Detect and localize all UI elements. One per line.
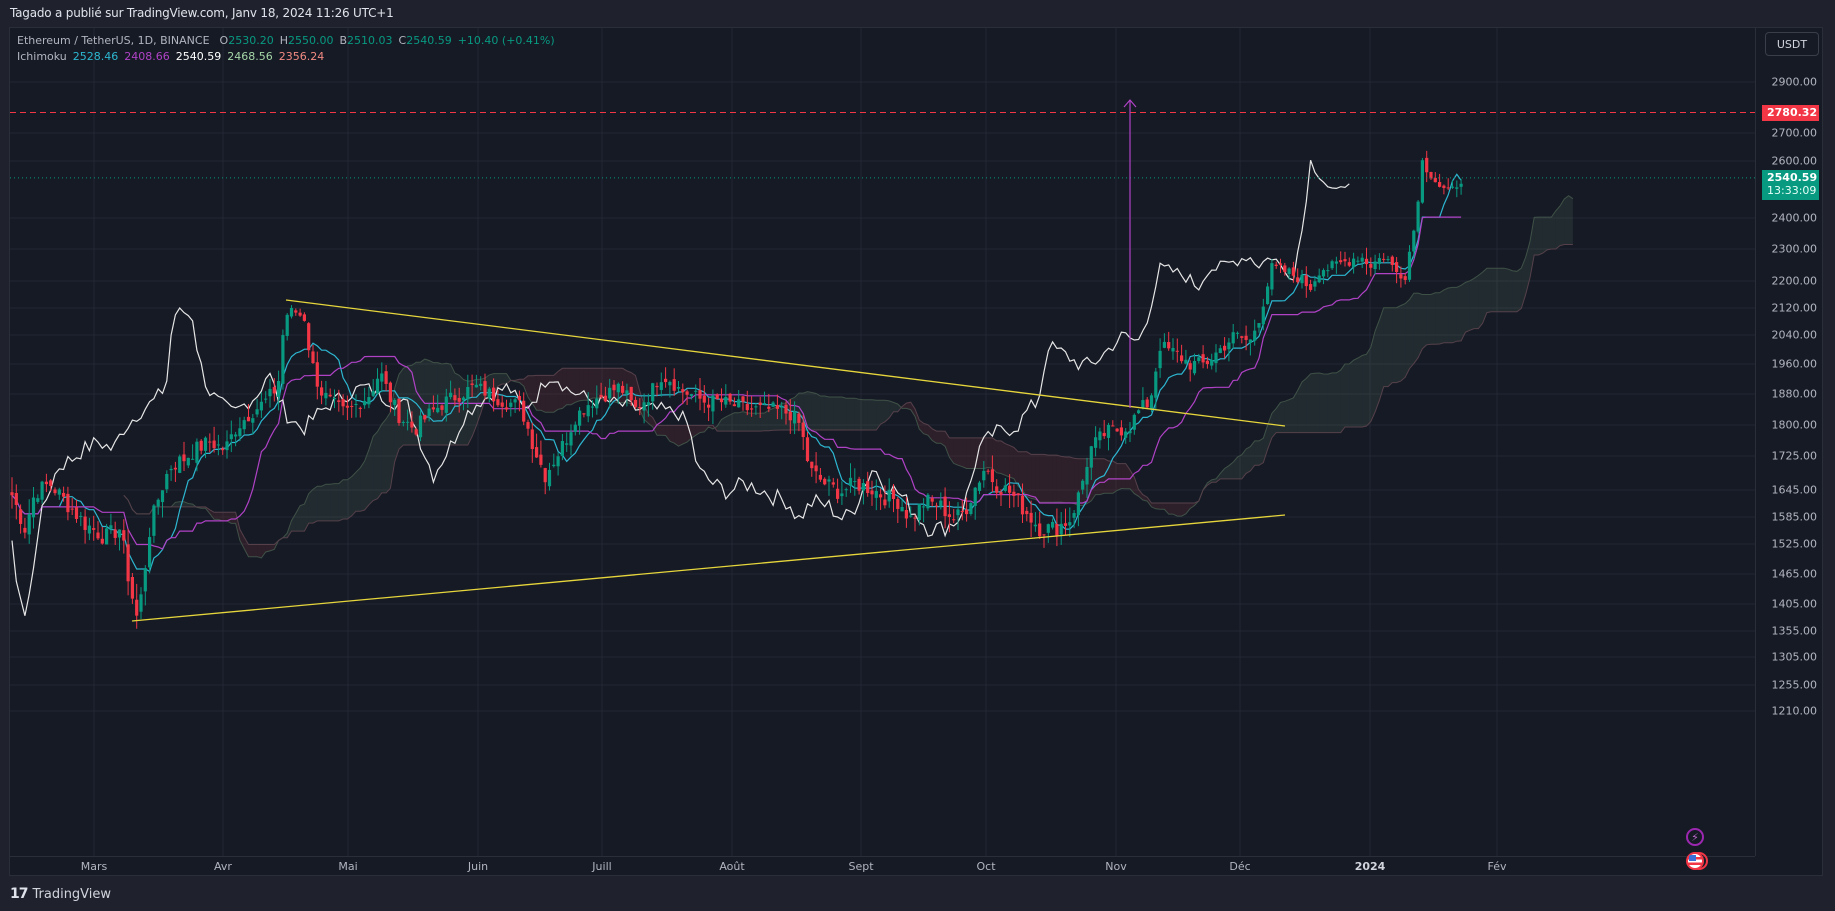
high-value: 2550.00: [287, 34, 334, 47]
brand-name: TradingView: [32, 886, 112, 902]
time-axis-label: Juin: [467, 860, 489, 873]
price-axis-label: 2400.00: [1771, 211, 1818, 225]
time-axis-label: Avr: [214, 860, 232, 873]
price-axis-label: 2600.00: [1771, 154, 1818, 168]
us-flag-event-icon[interactable]: [1686, 852, 1704, 870]
price-chart[interactable]: [10, 28, 1755, 856]
chart-legend: Ethereum / TetherUS, 1D, BINANCE O2530.2…: [17, 33, 555, 65]
symbol-title[interactable]: Ethereum / TetherUS, 1D, BINANCE: [17, 34, 210, 47]
time-axis-label: Sept: [848, 860, 874, 873]
price-axis-label: 1355.00: [1771, 624, 1818, 638]
price-axis[interactable]: 2900.00 2700.00 2600.00 2400.00 2300.00 2200.…: [1755, 28, 1825, 856]
close-value: 2540.59: [406, 34, 452, 47]
tradingview-brand[interactable]: 17 TradingView: [10, 886, 111, 902]
price-axis-label: 1465.00: [1771, 567, 1818, 581]
price-axis-label: 1210.00: [1771, 704, 1818, 718]
time-axis-label: Mai: [338, 860, 358, 873]
time-axis-label: Août: [719, 860, 745, 873]
price-axis-label: 1405.00: [1771, 597, 1818, 611]
tenkan-value: 2528.46: [72, 50, 119, 63]
price-axis-label: 1525.00: [1771, 537, 1818, 551]
price-axis-label: 1305.00: [1771, 650, 1818, 664]
price-axis-label: 2120.00: [1771, 301, 1818, 315]
last-price: 2540.59: [1767, 170, 1818, 184]
time-axis-label: Déc: [1229, 860, 1251, 873]
time-axis-label: Mars: [80, 860, 108, 873]
chart-frame: Ethereum / TetherUS, 1D, BINANCE O2530.2…: [9, 27, 1823, 876]
price-axis-label: 1585.00: [1771, 510, 1818, 524]
span-b-value: 2356.24: [278, 50, 325, 63]
price-axis-label: 1800.00: [1771, 418, 1818, 432]
price-axis-label: 1960.00: [1771, 357, 1818, 371]
drawings: [10, 99, 1755, 622]
time-axis[interactable]: Mars Avr Mai Juin Juill Août Sept Oct Nov Déc 2024…: [10, 856, 1755, 877]
indicator-name[interactable]: Ichimoku: [17, 50, 67, 63]
price-axis-label: 2040.00: [1771, 328, 1818, 342]
time-axis-label: Fév: [1487, 860, 1507, 873]
price-axis-label: 2700.00: [1771, 126, 1818, 140]
bar-countdown: 13:33:09: [1767, 183, 1817, 197]
currency-button[interactable]: USDT: [1765, 32, 1819, 56]
time-axis-label: 2024: [1354, 860, 1386, 873]
publish-info: Tagado a publié sur TradingView.com, Jan…: [10, 6, 394, 20]
change-value: +10.40 (+0.41%): [457, 34, 555, 47]
indicator-legend-row[interactable]: Ichimoku 2528.46 2408.66 2540.59 2468.56…: [17, 49, 555, 65]
close-key: C: [398, 34, 407, 47]
ichimoku-lines: [11, 159, 1462, 616]
price-axis-label: 1725.00: [1771, 449, 1818, 463]
grid-lines: [10, 28, 1755, 856]
candlesticks: [10, 150, 1463, 629]
last-price-tag: 2540.59 13:33:09: [1762, 169, 1819, 200]
lightning-event-icon[interactable]: ⚡: [1686, 828, 1704, 846]
time-axis-label: Oct: [976, 860, 996, 873]
time-axis-label: Juill: [592, 860, 612, 873]
open-key: O: [219, 34, 229, 47]
price-axis-label: 2900.00: [1771, 75, 1818, 89]
low-value: 2510.03: [347, 34, 393, 47]
high-key: H: [279, 34, 288, 47]
plot-area[interactable]: Ethereum / TetherUS, 1D, BINANCE O2530.2…: [10, 28, 1755, 870]
ichimoku-cloud: [123, 195, 1574, 559]
open-value: 2530.20: [228, 34, 274, 47]
price-axis-label: 2300.00: [1771, 242, 1818, 256]
price-axis-label: 1880.00: [1771, 387, 1818, 401]
kijun-value: 2408.66: [124, 50, 170, 63]
price-axis-label: 1645.00: [1771, 483, 1818, 497]
resistance-price-tag: 2780.32: [1762, 104, 1819, 121]
symbol-legend-row[interactable]: Ethereum / TetherUS, 1D, BINANCE O2530.2…: [17, 33, 555, 49]
price-axis-label: 1255.00: [1771, 678, 1818, 692]
chikou-value: 2540.59: [175, 50, 222, 63]
tradingview-logo-icon: 17: [10, 886, 29, 902]
time-axis-label: Nov: [1105, 860, 1127, 873]
low-key: B: [339, 34, 348, 47]
span-a-value: 2468.56: [227, 50, 273, 63]
price-axis-label: 2200.00: [1771, 274, 1818, 288]
